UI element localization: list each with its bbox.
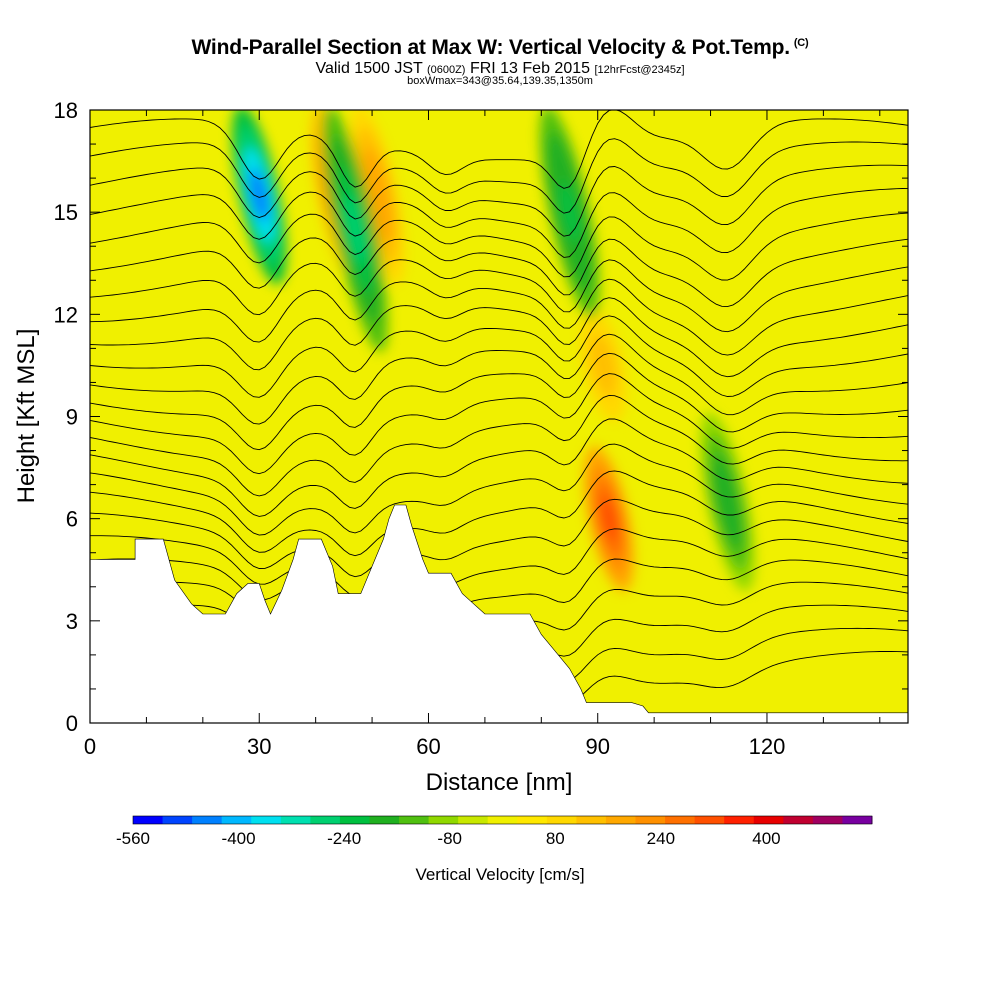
- colorbar-swatch: [724, 816, 755, 824]
- colorbar-swatch: [280, 816, 311, 824]
- y-tick-label: 18: [54, 98, 78, 123]
- isentrope-line: [90, 352, 908, 451]
- colorbar-swatch: [812, 816, 843, 824]
- colorbar-tick-label: -240: [327, 829, 361, 848]
- y-tick-label: 12: [54, 302, 78, 327]
- colorbar-swatch: [192, 816, 223, 824]
- x-tick-label: 90: [585, 734, 609, 759]
- y-tick-label: 9: [66, 405, 78, 430]
- y-tick-label: 6: [66, 507, 78, 532]
- downdraft-region: [344, 194, 366, 265]
- colorbar: [132, 815, 873, 825]
- y-tick-label: 3: [66, 609, 78, 634]
- isentrope-line: [90, 259, 908, 333]
- x-axis-label: Distance [nm]: [426, 769, 573, 796]
- colorbar-swatch: [635, 816, 666, 824]
- isentrope-line: [90, 297, 908, 378]
- colorbar-swatch: [428, 816, 459, 824]
- colorbar-swatch: [665, 816, 696, 824]
- isentrope-line: [90, 138, 908, 214]
- colorbar-swatch: [694, 816, 725, 824]
- isentrope-line: [90, 212, 908, 281]
- isentrope-line: [90, 164, 908, 237]
- isentrope-line: [90, 470, 908, 557]
- colorbar-swatch: [576, 816, 607, 824]
- colorbar-swatch: [783, 816, 814, 824]
- y-tick-label: 15: [54, 200, 78, 225]
- colorbar-swatch: [487, 816, 518, 824]
- colorbar-swatch: [399, 816, 430, 824]
- y-tick-label: 0: [66, 711, 78, 736]
- colorbar-tick-label: -560: [116, 829, 150, 848]
- colorbar-swatch: [605, 816, 637, 824]
- colorbar-tick-label: -400: [222, 829, 256, 848]
- chart-title: Wind-Parallel Section at Max W: Vertical…: [191, 36, 809, 59]
- terrain: [90, 504, 908, 723]
- updraft-region: [594, 346, 613, 384]
- colorbar-swatch: [133, 816, 164, 824]
- colorbar-swatch: [369, 816, 400, 824]
- colorbar-swatch: [339, 816, 370, 824]
- updraft-region: [599, 496, 619, 542]
- x-tick-label: 60: [416, 734, 440, 759]
- isentrope-line: [90, 558, 908, 615]
- box-info: boxWmax=343@35.64,139.35,1350m: [407, 75, 593, 87]
- colorbar-swatch: [753, 816, 784, 824]
- colorbar-frame: [132, 815, 873, 825]
- colorbar-tick-label: 240: [647, 829, 675, 848]
- colorbar-swatch: [221, 816, 252, 824]
- isentrope-line: [90, 333, 908, 425]
- x-tick-label: 0: [84, 734, 96, 759]
- colorbar-swatch: [842, 816, 873, 824]
- valid-time: Valid 1500 JST (0600Z) FRI 13 Feb 2015 […: [315, 60, 685, 77]
- colorbar-swatch: [251, 816, 282, 824]
- colorbar-label: Vertical Velocity [cm/s]: [415, 865, 584, 884]
- isentrope-line: [90, 498, 908, 578]
- colorbar-tick-label: 80: [546, 829, 565, 848]
- isentrope-line: [90, 187, 908, 258]
- isentrope-line: [90, 110, 908, 189]
- colorbar-swatch: [546, 816, 577, 824]
- isentrope-line: [90, 373, 908, 475]
- isentrope-line: [90, 418, 908, 517]
- colorbar-swatch: [517, 816, 548, 824]
- isentrope-line: [90, 278, 908, 356]
- colorbar-swatch: [162, 816, 193, 824]
- isentrope-line: [90, 443, 908, 536]
- isentrope-line: [90, 237, 908, 308]
- isentrope-line: [90, 394, 908, 497]
- colorbar-swatch: [310, 816, 341, 824]
- isentrope-line: [90, 315, 908, 398]
- isentrope-line: [90, 528, 908, 597]
- downdraft-region: [249, 168, 269, 222]
- colorbar-tick-label: 400: [752, 829, 780, 848]
- y-axis-label: Height [Kft MSL]: [13, 329, 40, 504]
- colorbar-swatch: [458, 816, 489, 824]
- colorbar-tick-label: -80: [437, 829, 462, 848]
- x-tick-label: 30: [247, 734, 271, 759]
- x-tick-label: 120: [749, 734, 786, 759]
